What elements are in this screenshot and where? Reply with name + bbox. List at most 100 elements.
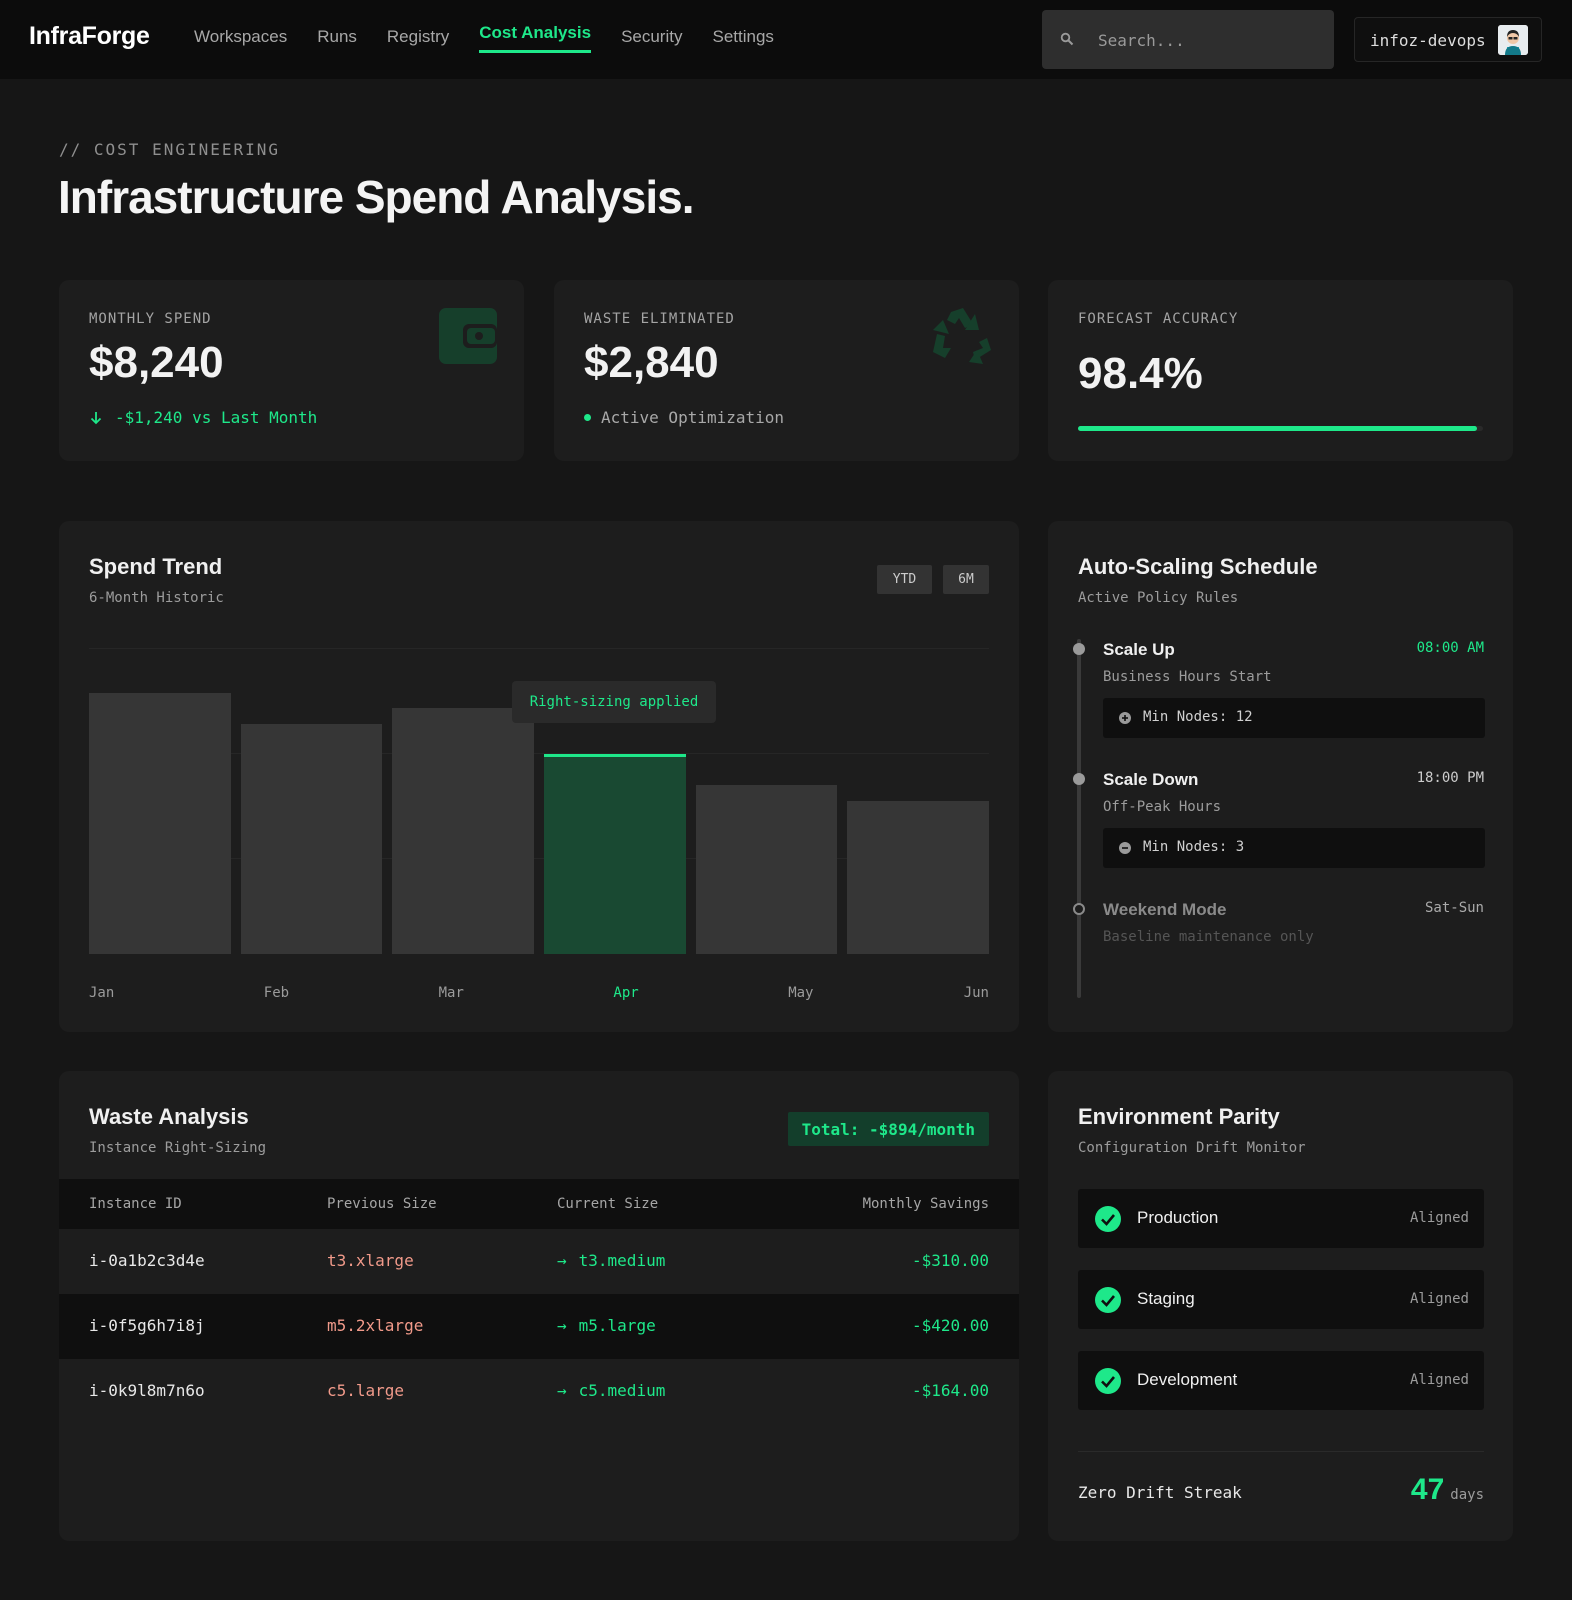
table-row[interactable]: i-0f5g6h7i8j m5.2xlarge → m5.large -$420.… (59, 1294, 1019, 1359)
range-6m-button[interactable]: 6M (943, 565, 989, 594)
timeline-dot (1073, 643, 1085, 655)
env-row-development[interactable]: Development Aligned (1078, 1351, 1484, 1410)
search-input[interactable] (1098, 28, 1318, 52)
plus-circle-icon (1119, 712, 1131, 724)
stat-card-forecast-accuracy: FORECAST ACCURACY 98.4% (1048, 280, 1513, 461)
check-circle-icon (1095, 1368, 1121, 1394)
nav-cost-analysis[interactable]: Cost Analysis (479, 23, 592, 53)
current-size-text: c5.medium (578, 1381, 666, 1400)
env-name: Production (1137, 1208, 1219, 1227)
chart-bar-jun[interactable] (847, 800, 989, 954)
stat-delta-text: -$1,240 vs Last Month (115, 408, 318, 427)
divider (1078, 1451, 1484, 1452)
cell-savings: -$164.00 (911, 1381, 989, 1400)
chart-gridline (89, 858, 989, 859)
stat-card-monthly-spend: MONTHLY SPEND $8,240 -$1,240 vs Last Mon… (59, 280, 524, 461)
brand-logo[interactable]: InfraForge (29, 22, 150, 50)
env-status: Aligned (1409, 1210, 1469, 1226)
forecast-progress-track (1078, 426, 1483, 431)
wallet-icon (439, 308, 497, 364)
cell-previous-size: m5.2xlarge (327, 1316, 424, 1335)
streak-label: Zero Drift Streak (1078, 1483, 1242, 1502)
nav-links: Workspaces Runs Registry Cost Analysis S… (194, 23, 804, 53)
waste-title: Waste Analysis (89, 1104, 249, 1129)
x-tick-label: Feb (263, 985, 290, 1001)
chart-annotation: Right-sizing applied (512, 681, 716, 723)
cell-savings: -$420.00 (911, 1316, 989, 1335)
event-subtitle: Business Hours Start (1103, 669, 1272, 685)
avatar[interactable] (1498, 25, 1528, 55)
nav-security[interactable]: Security (621, 27, 683, 46)
cell-current-size: → m5.large (557, 1316, 656, 1335)
stat-label: FORECAST ACCURACY (1078, 311, 1239, 327)
range-ytd-button[interactable]: YTD (877, 565, 932, 594)
event-subtitle: Off-Peak Hours (1103, 799, 1222, 815)
minus-circle-icon (1119, 842, 1131, 854)
col-previous-size[interactable]: Previous Size (327, 1196, 437, 1212)
stat-card-waste-eliminated: WASTE ELIMINATED $2,840 Active Optimizat… (554, 280, 1019, 461)
stat-delta: -$1,240 vs Last Month (89, 408, 317, 427)
username: infoz-devops (1370, 31, 1486, 50)
stat-value: $8,240 (89, 338, 224, 387)
col-current-size[interactable]: Current Size (557, 1196, 659, 1212)
user-menu[interactable]: infoz-devops (1354, 17, 1542, 62)
chart-bar-apr[interactable] (544, 754, 686, 954)
nav-runs[interactable]: Runs (317, 27, 357, 46)
event-title: Weekend Mode (1103, 900, 1227, 919)
parity-title: Environment Parity (1078, 1104, 1280, 1129)
check-circle-icon (1095, 1287, 1121, 1313)
table-row[interactable]: i-0a1b2c3d4e t3.xlarge → t3.medium -$310.… (59, 1229, 1019, 1294)
chart-bar-mar[interactable] (392, 708, 534, 954)
cell-savings: -$310.00 (911, 1251, 989, 1270)
nav-workspaces[interactable]: Workspaces (194, 27, 288, 46)
chart-bar-feb[interactable] (240, 723, 383, 954)
table-row[interactable]: i-0k9l8m7n6o c5.large → c5.medium -$164.0… (59, 1359, 1019, 1424)
event-time: 18:00 PM (1416, 770, 1484, 786)
forecast-progress-fill (1078, 426, 1477, 431)
stat-label: WASTE ELIMINATED (584, 311, 735, 327)
timeline-line (1077, 639, 1081, 998)
waste-subtitle: Instance Right-Sizing (89, 1140, 267, 1156)
spend-trend-title: Spend Trend (89, 554, 223, 579)
spend-trend-subtitle: 6-Month Historic (89, 590, 224, 606)
event-rule-text: Min Nodes: 3 (1143, 839, 1245, 855)
cell-instance-id: i-0f5g6h7i8j (89, 1316, 205, 1335)
page-eyebrow: // COST ENGINEERING (59, 140, 281, 159)
waste-analysis-card: Waste Analysis Instance Right-Sizing Tot… (59, 1071, 1019, 1541)
parity-subtitle: Configuration Drift Monitor (1078, 1140, 1306, 1156)
x-tick-label: Apr (613, 985, 639, 1001)
arrow-right-icon: → (557, 1381, 567, 1400)
env-row-staging[interactable]: Staging Aligned (1078, 1270, 1484, 1329)
arrow-right-icon: → (557, 1251, 567, 1270)
event-subtitle: Baseline maintenance only (1103, 929, 1314, 945)
auto-scaling-card: Auto-Scaling Schedule Active Policy Rule… (1048, 521, 1513, 1032)
env-row-production[interactable]: Production Aligned (1078, 1189, 1484, 1248)
cell-instance-id: i-0k9l8m7n6o (89, 1381, 205, 1400)
chart-bar-jan[interactable] (89, 693, 231, 954)
check-circle-icon (1095, 1206, 1121, 1232)
col-instance-id[interactable]: Instance ID (89, 1196, 182, 1212)
current-size-text: m5.large (578, 1316, 656, 1335)
chart-gridline (89, 753, 989, 754)
chart-gridline (89, 648, 989, 649)
x-tick-label: Mar (438, 985, 464, 1001)
recycle-icon (933, 308, 991, 364)
event-time: Sat-Sun (1424, 900, 1484, 916)
env-name: Development (1137, 1370, 1238, 1389)
page-title: Infrastructure Spend Analysis. (58, 171, 694, 223)
event-title: Scale Down (1103, 770, 1199, 789)
chart-bar-may[interactable] (695, 785, 838, 954)
streak-value: 47 (1410, 1473, 1445, 1506)
env-name: Staging (1137, 1289, 1195, 1308)
nav-registry[interactable]: Registry (386, 27, 450, 46)
nav-settings[interactable]: Settings (712, 27, 774, 46)
cell-current-size: → c5.medium (557, 1381, 665, 1400)
event-time: 08:00 AM (1416, 640, 1484, 656)
timeline-dot (1073, 903, 1085, 915)
col-monthly-savings[interactable]: Monthly Savings (862, 1196, 989, 1212)
spend-trend-card: Spend Trend 6-Month Historic YTD 6M Righ… (59, 521, 1019, 1032)
timeline-dot (1073, 773, 1085, 785)
x-tick-label: Jan (89, 985, 115, 1001)
event-title: Scale Up (1103, 640, 1175, 659)
arrow-right-icon: → (557, 1316, 567, 1335)
